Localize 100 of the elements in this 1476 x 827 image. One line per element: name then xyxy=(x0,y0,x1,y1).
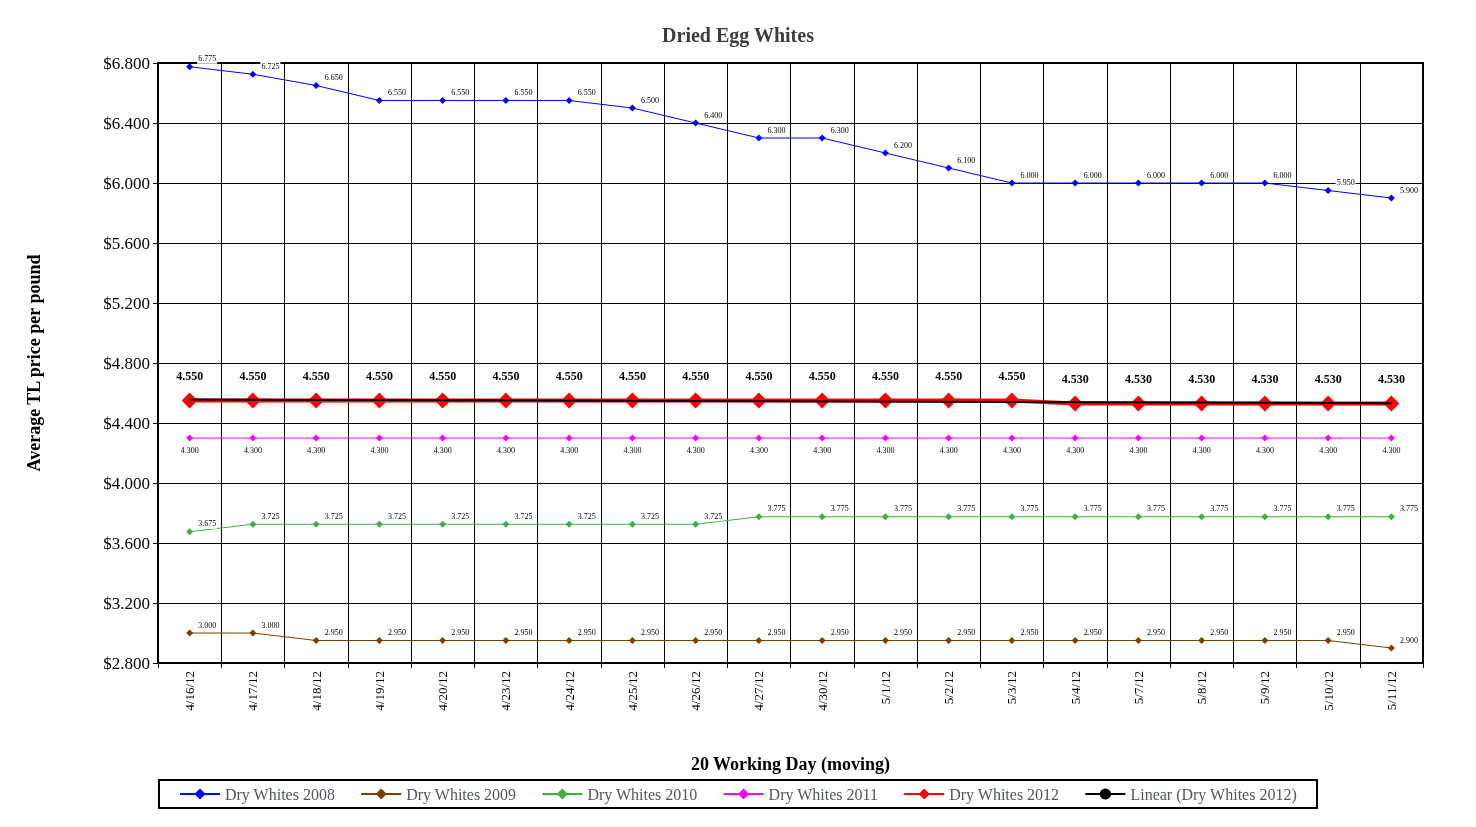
point xyxy=(375,520,383,528)
data-label: 4.300 xyxy=(1192,446,1211,455)
data-label: 6.000 xyxy=(1146,170,1165,180)
data-label: 4.550 xyxy=(176,368,204,383)
point xyxy=(565,434,573,442)
point xyxy=(945,637,953,644)
data-label: 3.775 xyxy=(830,504,849,514)
data-label: 4.550 xyxy=(302,368,330,383)
point xyxy=(1387,644,1395,652)
data-label: 3.775 xyxy=(1146,504,1165,514)
point xyxy=(1008,434,1016,442)
point xyxy=(439,97,447,104)
data-label: 3.775 xyxy=(1336,504,1355,514)
data-label: 3.775 xyxy=(1083,504,1102,514)
point xyxy=(312,520,320,528)
point xyxy=(1071,434,1079,442)
data-label: 2.950 xyxy=(1146,628,1165,637)
x-tick-label: 5/10/12 xyxy=(1320,671,1336,711)
x-tick-label: 4/25/12 xyxy=(624,671,640,711)
data-label: 2.950 xyxy=(1210,628,1229,637)
legend-label: Dry Whites 2009 xyxy=(406,785,517,804)
data-label: 2.950 xyxy=(1336,628,1355,637)
data-label: 3.775 xyxy=(1210,504,1229,514)
data-label: 3.775 xyxy=(1399,504,1418,514)
point xyxy=(565,520,573,528)
point xyxy=(1387,194,1395,202)
data-label: 6.400 xyxy=(704,110,723,120)
point xyxy=(249,629,257,637)
point xyxy=(818,134,826,142)
data-label: 6.550 xyxy=(577,88,596,97)
data-label: 4.300 xyxy=(307,446,326,455)
data-label: 4.550 xyxy=(239,368,267,383)
point xyxy=(1324,434,1332,442)
data-label: 4.300 xyxy=(686,446,705,455)
data-label: 6.300 xyxy=(767,125,786,135)
data-label: 6.200 xyxy=(893,140,912,150)
point xyxy=(755,434,763,442)
point xyxy=(1387,434,1395,442)
x-tick-label: 4/20/12 xyxy=(435,671,451,711)
data-label: 3.000 xyxy=(198,620,217,630)
data-label: 4.530 xyxy=(1061,371,1089,386)
point xyxy=(818,434,826,442)
point xyxy=(945,513,953,521)
point xyxy=(692,434,700,442)
data-label: 2.950 xyxy=(704,628,723,637)
x-tick-label: 4/19/12 xyxy=(371,671,387,711)
x-tick-label: 4/27/12 xyxy=(751,671,767,711)
point xyxy=(502,637,510,644)
data-label: 4.550 xyxy=(555,368,583,383)
data-label: 4.300 xyxy=(623,446,642,455)
data-label: 3.775 xyxy=(893,504,912,514)
legend-label: Linear (Dry Whites 2012) xyxy=(1130,785,1297,804)
x-tick-label: 5/3/12 xyxy=(1004,671,1020,705)
y-tick-label: $4.400 xyxy=(103,413,150,433)
data-label: 6.500 xyxy=(640,95,659,105)
data-label: 4.300 xyxy=(496,446,515,455)
data-label: 3.725 xyxy=(514,511,533,521)
data-label: 2.950 xyxy=(451,628,470,637)
x-tick-label: 5/1/12 xyxy=(877,671,893,705)
point xyxy=(628,520,636,528)
legend-label: Dry Whites 2010 xyxy=(587,785,698,804)
legend-label: Dry Whites 2011 xyxy=(768,785,878,804)
point xyxy=(755,134,763,142)
point xyxy=(249,434,257,442)
data-label: 4.300 xyxy=(560,446,579,455)
data-label: 6.775 xyxy=(198,54,217,64)
point xyxy=(1324,637,1332,644)
x-tick-label: 5/8/12 xyxy=(1194,671,1210,705)
data-label: 3.775 xyxy=(1273,504,1292,514)
point xyxy=(1261,434,1269,442)
x-tick-label: 5/11/12 xyxy=(1383,671,1399,711)
point xyxy=(1198,637,1206,644)
data-label: 4.550 xyxy=(745,368,773,383)
data-label: 4.300 xyxy=(180,446,199,455)
data-label: 4.300 xyxy=(243,446,262,455)
y-tick-label: $6.000 xyxy=(103,173,150,193)
data-label: 2.950 xyxy=(957,628,976,637)
y-tick-label: $6.800 xyxy=(103,53,150,73)
point xyxy=(439,434,447,442)
y-tick-label: $2.800 xyxy=(103,653,150,673)
point xyxy=(818,513,826,521)
data-label: 4.300 xyxy=(749,446,768,455)
point xyxy=(881,434,889,442)
x-tick-label: 5/7/12 xyxy=(1130,671,1146,705)
point xyxy=(1198,434,1206,442)
y-tick-label: $6.400 xyxy=(103,113,150,133)
data-label: 4.530 xyxy=(1124,371,1152,386)
point xyxy=(945,164,953,172)
data-label: 2.950 xyxy=(387,628,406,637)
point xyxy=(1071,637,1079,644)
point xyxy=(1198,179,1206,187)
data-label: 4.550 xyxy=(998,368,1026,383)
point xyxy=(628,104,636,112)
point xyxy=(1261,637,1269,644)
data-label: 6.550 xyxy=(514,88,533,97)
data-label: 3.725 xyxy=(387,511,406,521)
point xyxy=(375,434,383,442)
point xyxy=(312,637,320,644)
x-tick-label: 5/2/12 xyxy=(941,671,957,705)
data-label: 6.550 xyxy=(451,88,470,97)
